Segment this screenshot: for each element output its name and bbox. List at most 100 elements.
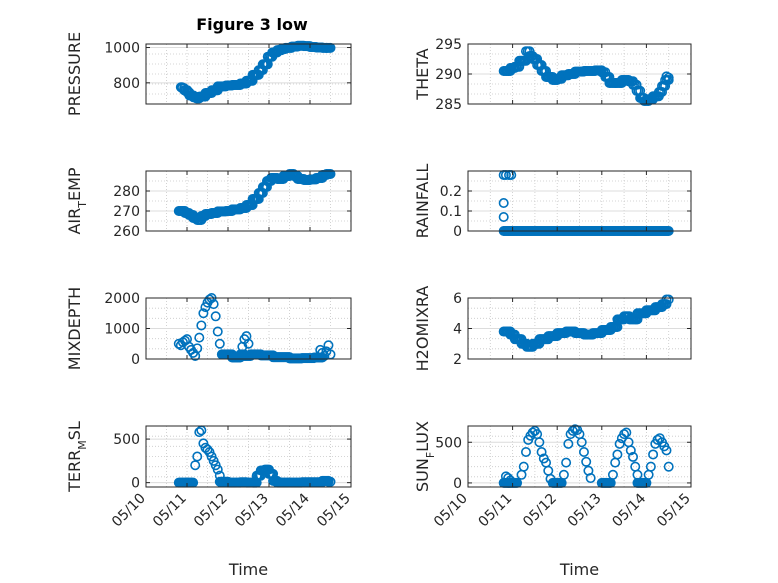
sun_flux-xtick-label: 05/10 [431, 491, 471, 531]
sun_flux-marker [663, 461, 674, 472]
rainfall-marker [498, 198, 509, 209]
sun_flux-marker [612, 449, 623, 460]
sun_flux-marker [578, 447, 589, 458]
panel-air_temp: 260 270 280 AIRTEMP [65, 167, 352, 240]
panel-rainfall: 0 0.1 0.2 RAINFALL [413, 164, 692, 240]
terr_msl-xtick-label: 05/14 [273, 490, 313, 530]
theta-ytick-label: 290 [435, 67, 462, 83]
terr_msl-ylabel-sub: M [76, 440, 89, 450]
air_temp-ylabel-sub: T [76, 201, 89, 209]
pressure-ytick-label: 800 [113, 76, 140, 92]
rainfall-ytick-label: 0.1 [440, 204, 462, 220]
terr_msl-marker [194, 427, 205, 438]
rainfall-ytick-label: 0 [453, 224, 462, 240]
terr_msl-xtick-label: 05/15 [314, 491, 354, 531]
sun_flux-marker [558, 469, 569, 480]
sun_flux-marker [503, 473, 514, 484]
mixdepth-ylabel-main: MIXDEPTH [65, 287, 84, 370]
air_temp-ytick-label: 270 [113, 204, 140, 220]
sun_flux-marker [518, 461, 529, 472]
sun_flux-marker [545, 473, 556, 484]
sun_flux-marker [536, 447, 547, 458]
pressure-axes-box [145, 43, 352, 105]
mixdepth-marker [243, 338, 254, 349]
h2omixra-marker [663, 294, 674, 305]
mixdepth-marker [319, 350, 330, 361]
theta-ytick-label: 285 [435, 97, 462, 113]
theta-marker [663, 72, 674, 83]
terr_msl-xlabel: Time [228, 560, 268, 579]
terr_msl-ytick-label: 0 [131, 476, 140, 492]
rainfall-marker [498, 212, 509, 223]
h2omixra-ytick-label: 4 [453, 322, 462, 338]
mixdepth-marker [196, 320, 207, 331]
air_temp-ylabel-tail: EMP [65, 167, 84, 201]
sun_flux-ylabel-sub: F [424, 452, 437, 458]
h2omixra-ylabel-main: H2OMIXRA [413, 286, 432, 372]
panel-terr_msl: 0 500 05/10 05/11 05/12 05/13 05/14 05/15 Time TE… [65, 421, 354, 579]
air_temp-ytick-label: 280 [113, 184, 140, 200]
h2omixra-ytick-label: 6 [453, 291, 462, 307]
pressure-ylabel: PRESSURE [65, 32, 84, 116]
panel-pressure: 800 1000 PRESSURE [65, 32, 352, 116]
rainfall-ytick-label: 0.2 [440, 184, 462, 200]
panel-sun_flux: 0 500 05/10 05/11 05/12 05/13 05/14 05/15 Time SU… [413, 421, 694, 579]
sun_flux-marker [534, 437, 545, 448]
mixdepth-marker [210, 311, 221, 322]
sun_flux-ytick-label: 500 [435, 435, 462, 451]
h2omixra-ylabel: H2OMIXRA [413, 286, 432, 372]
mixdepth-marker [214, 338, 225, 349]
theta-ylabel: THETA [413, 48, 432, 100]
air_temp-ytick-label: 260 [113, 224, 140, 240]
sun_flux-marker [561, 457, 572, 468]
sun_flux-xtick-label: 05/15 [654, 491, 694, 531]
terr_msl-marker [214, 470, 225, 481]
terr_msl-ylabel-tail: SL [65, 421, 84, 440]
sun_flux-marker [505, 475, 516, 486]
pressure-ytick-label: 1000 [104, 41, 140, 57]
air_temp-marker [325, 169, 336, 180]
h2omixra-ytick-label: 2 [453, 352, 462, 368]
sun_flux-xlabel: Time [559, 560, 599, 579]
sun_flux-marker [621, 427, 632, 438]
terr_msl-xtick-label: 05/11 [150, 491, 190, 531]
sun_flux-ylabel-main: SUN [413, 458, 432, 492]
mixdepth-marker [198, 308, 209, 319]
theta-ytick-label: 295 [435, 37, 462, 53]
air_temp-ylabel: AIRTEMP [65, 167, 89, 234]
mixdepth-ytick-label: 0 [131, 352, 140, 368]
sun_flux-ylabel-tail: LUX [413, 421, 432, 452]
terr_msl-xtick-label: 05/13 [232, 491, 272, 531]
sun_flux-marker [625, 445, 636, 456]
sun_flux-xtick-label: 05/11 [476, 491, 516, 531]
sun_flux-marker [581, 456, 592, 467]
air_temp-axes-box [145, 170, 352, 232]
mixdepth-marker [212, 326, 223, 337]
sun_flux-xtick-label: 05/13 [565, 491, 605, 531]
sun_flux-marker [563, 438, 574, 449]
panel-mixdepth: 0 1000 2000 MIXDEPTH [65, 287, 352, 370]
mixdepth-ylabel: MIXDEPTH [65, 287, 84, 370]
rainfall-ylabel-main: RAINFALL [413, 164, 432, 239]
sun_flux-axes-box [467, 425, 692, 488]
terr_msl-marker [325, 476, 336, 487]
terr_msl-xtick-label: 05/12 [191, 491, 231, 531]
pressure-ylabel-main: PRESSURE [65, 32, 84, 116]
sun_flux-marker [619, 429, 630, 440]
mixdepth-marker [200, 302, 211, 313]
sun_flux-marker [645, 461, 656, 472]
terr_msl-marker [212, 464, 223, 475]
rainfall-ylabel: RAINFALL [413, 164, 432, 239]
sun_flux-ytick-label: 0 [453, 476, 462, 492]
sun_flux-marker [576, 437, 587, 448]
sun_flux-xtick-label: 05/14 [609, 490, 649, 530]
terr_msl-axes-box [145, 425, 352, 488]
sun_flux-marker [661, 445, 672, 456]
terr_msl-marker [192, 451, 203, 462]
rainfall-axes-box [467, 170, 692, 232]
sun_flux-marker [628, 451, 639, 462]
mixdepth-marker [323, 340, 334, 351]
terr_msl-xtick-label: 05/10 [109, 491, 149, 531]
